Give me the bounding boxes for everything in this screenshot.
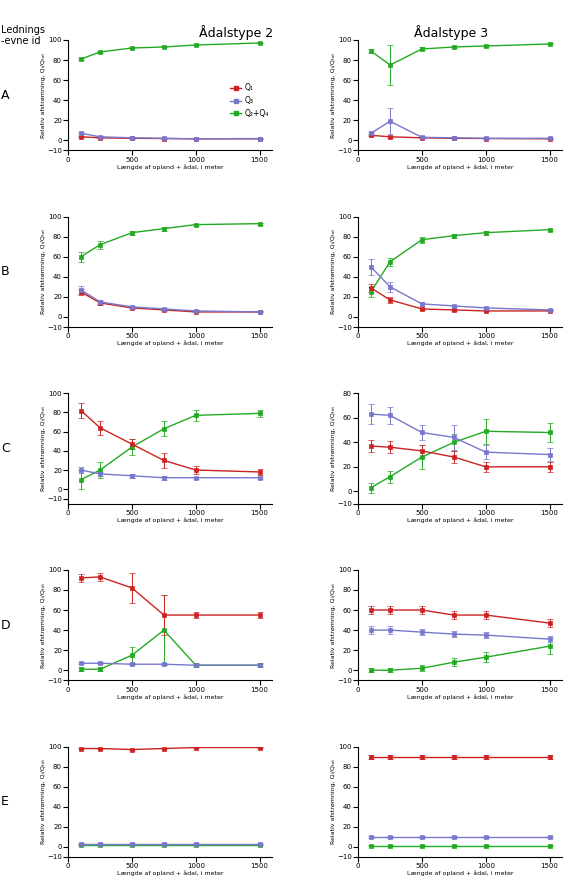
X-axis label: Længde af opland + ådal, i meter: Længde af opland + ådal, i meter	[407, 518, 513, 523]
Legend: Q₁, Q₃, Q₂+Q₄: Q₁, Q₃, Q₂+Q₄	[227, 80, 272, 121]
X-axis label: Længde af opland + ådal, i meter: Længde af opland + ådal, i meter	[117, 341, 224, 346]
Text: B: B	[1, 266, 10, 278]
X-axis label: Længde af opland + ådal, i meter: Længde af opland + ådal, i meter	[117, 518, 224, 523]
Y-axis label: Relativ afstrømning, Qᵢ/Qₜₒₜ: Relativ afstrømning, Qᵢ/Qₜₒₜ	[41, 229, 45, 314]
Text: A: A	[1, 89, 10, 101]
X-axis label: Længde af opland + ådal, i meter: Længde af opland + ådal, i meter	[407, 341, 513, 346]
Text: E: E	[1, 796, 9, 808]
Text: D: D	[1, 619, 11, 631]
Y-axis label: Relativ afstrømning, Qᵢ/Qₜₒₜ: Relativ afstrømning, Qᵢ/Qₜₒₜ	[331, 229, 336, 314]
X-axis label: Længde af opland + ådal, i meter: Længde af opland + ådal, i meter	[117, 870, 224, 876]
Y-axis label: Relativ afstrømning, Qᵢ/Qₜₒₜ: Relativ afstrømning, Qᵢ/Qₜₒₜ	[331, 52, 336, 138]
Y-axis label: Relativ afstrømning, Qᵢ/Qₜₒₜ: Relativ afstrømning, Qᵢ/Qₜₒₜ	[331, 406, 336, 491]
Text: Lednings
-evne id: Lednings -evne id	[1, 25, 45, 46]
Y-axis label: Relativ afstrømning, Qᵢ/Qₜₒₜ: Relativ afstrømning, Qᵢ/Qₜₒₜ	[41, 406, 45, 491]
X-axis label: Længde af opland + ådal, i meter: Længde af opland + ådal, i meter	[117, 164, 224, 170]
Y-axis label: Relativ afstrømning, Qᵢ/Qₜₒₜ: Relativ afstrømning, Qᵢ/Qₜₒₜ	[41, 759, 45, 844]
Text: C: C	[1, 442, 10, 455]
X-axis label: Længde af opland + ådal, i meter: Længde af opland + ådal, i meter	[407, 164, 513, 170]
Y-axis label: Relativ afstrømning, Qᵢ/Qₜₒₜ: Relativ afstrømning, Qᵢ/Qₜₒₜ	[331, 759, 336, 844]
Y-axis label: Relativ afstrømning, Qᵢ/Qₜₒₜ: Relativ afstrømning, Qᵢ/Qₜₒₜ	[331, 583, 336, 668]
X-axis label: Længde af opland + ådal, i meter: Længde af opland + ådal, i meter	[407, 870, 513, 876]
Y-axis label: Relativ afstrømning, Qᵢ/Qₜₒₜ: Relativ afstrømning, Qᵢ/Qₜₒₜ	[41, 583, 45, 668]
Y-axis label: Relativ afstrømning, Qᵢ/Qₜₒₜ: Relativ afstrømning, Qᵢ/Qₜₒₜ	[41, 52, 45, 138]
X-axis label: Længde af opland + ådal, i meter: Længde af opland + ådal, i meter	[117, 694, 224, 700]
Text: Ådalstype 3: Ådalstype 3	[415, 25, 488, 40]
X-axis label: Længde af opland + ådal, i meter: Længde af opland + ådal, i meter	[407, 694, 513, 700]
Text: Ådalstype 2: Ådalstype 2	[199, 25, 273, 40]
